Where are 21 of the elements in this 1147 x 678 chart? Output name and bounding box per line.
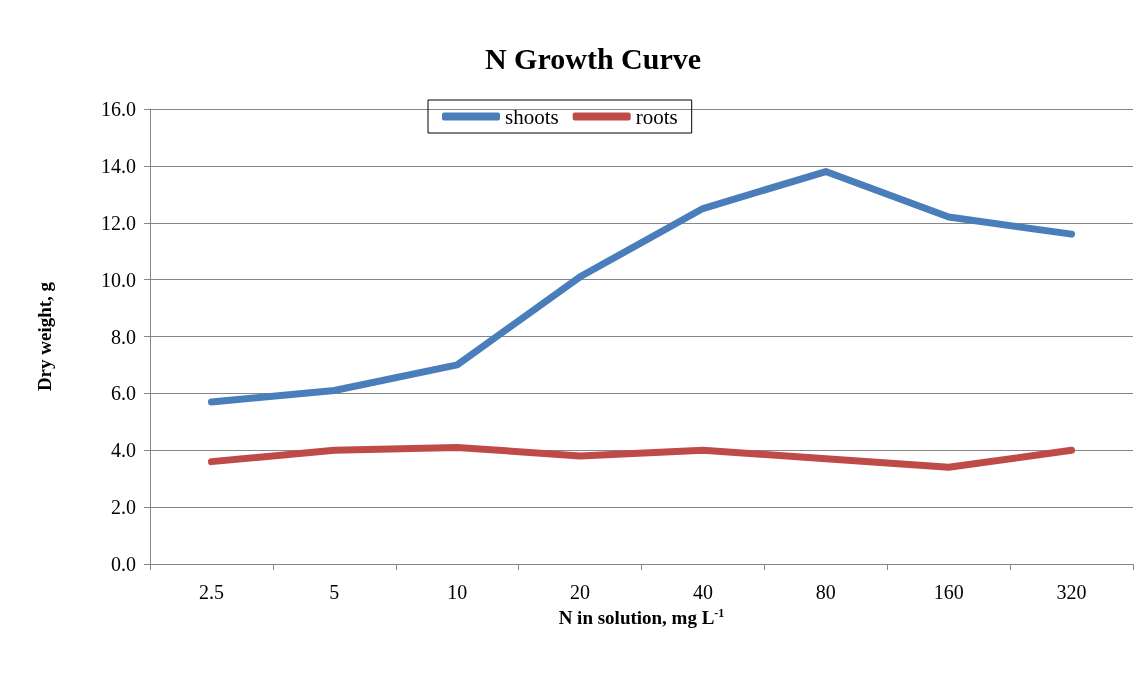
y-tick-label: 16.0 — [101, 98, 136, 120]
y-tick-label: 14.0 — [101, 154, 136, 177]
y-tick-label: 0.0 — [111, 553, 136, 575]
x-tick-label: 5 — [329, 581, 340, 603]
y-tick-label: 2.0 — [111, 496, 136, 519]
y-tick-label: 12.0 — [101, 211, 136, 234]
x-tick-label: 160 — [933, 581, 964, 603]
legend-label: roots — [635, 104, 678, 129]
x-tick-label: 10 — [447, 581, 468, 603]
x-tick-label: 2.5 — [198, 581, 224, 603]
x-tick-label: 320 — [1056, 581, 1087, 603]
x-tick-label: 20 — [570, 581, 591, 603]
y-tick-label: 4.0 — [111, 439, 136, 462]
x-tick-label: 80 — [815, 581, 836, 603]
y-tick-label: 6.0 — [111, 382, 136, 405]
y-tick-label: 8.0 — [111, 325, 136, 348]
y-axis-title: Dry weight, g — [34, 281, 55, 392]
legend-label: shoots — [505, 104, 559, 129]
y-tick-label: 10.0 — [101, 268, 136, 291]
x-tick-label: 40 — [692, 581, 713, 603]
chart-title: N Growth Curve — [484, 41, 702, 75]
